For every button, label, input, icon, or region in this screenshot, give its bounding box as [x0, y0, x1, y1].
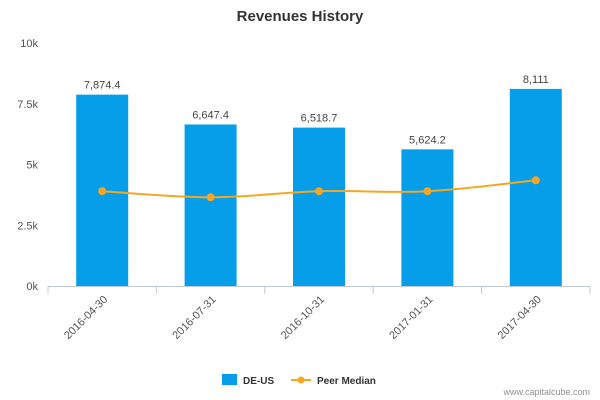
y-tick-label: 7.5k	[17, 99, 38, 111]
bar-data-label: 7,874.4	[84, 80, 121, 92]
peer-median-point	[531, 176, 540, 185]
legend-label-peer-median: Peer Median	[317, 376, 376, 387]
bar-data-label: 6,518.7	[301, 113, 338, 125]
x-tick-label: 2016-10-31	[279, 294, 327, 342]
bar	[509, 88, 562, 286]
y-tick-label: 10k	[20, 38, 38, 50]
legend-swatch-de-us	[222, 374, 237, 385]
bar	[184, 124, 237, 287]
chart-title: Revenues History	[237, 8, 364, 25]
x-tick-label: 2017-01-31	[387, 294, 435, 342]
source-credit: www.capitalcube.com	[502, 387, 590, 397]
y-tick-label: 5k	[26, 160, 38, 172]
line-series	[98, 176, 540, 202]
peer-median-point	[206, 193, 215, 202]
bar-data-label: 6,647.4	[192, 109, 229, 121]
x-tick-label: 2017-04-30	[496, 294, 544, 342]
bar-data-label: 8,111	[523, 74, 549, 86]
peer-median-point	[315, 187, 323, 196]
peer-median-point	[423, 187, 432, 196]
bar	[401, 149, 454, 286]
legend-marker-peer-median	[297, 376, 305, 384]
peer-median-point	[98, 187, 107, 196]
bar-data-label: 5,624.2	[409, 134, 446, 146]
y-tick-label: 2.5k	[17, 220, 38, 232]
legend: DE-US Peer Median	[222, 374, 376, 387]
x-tick-label: 2016-07-31	[170, 294, 218, 342]
bar	[293, 127, 345, 287]
legend-label-de-us: DE-US	[243, 376, 274, 387]
y-tick-label: 0k	[26, 281, 38, 293]
x-tick-label: 2016-04-30	[62, 294, 110, 342]
bar-series: 7,874.4 6,647.4 6,518.7 5,624.2 8,111	[76, 74, 562, 287]
